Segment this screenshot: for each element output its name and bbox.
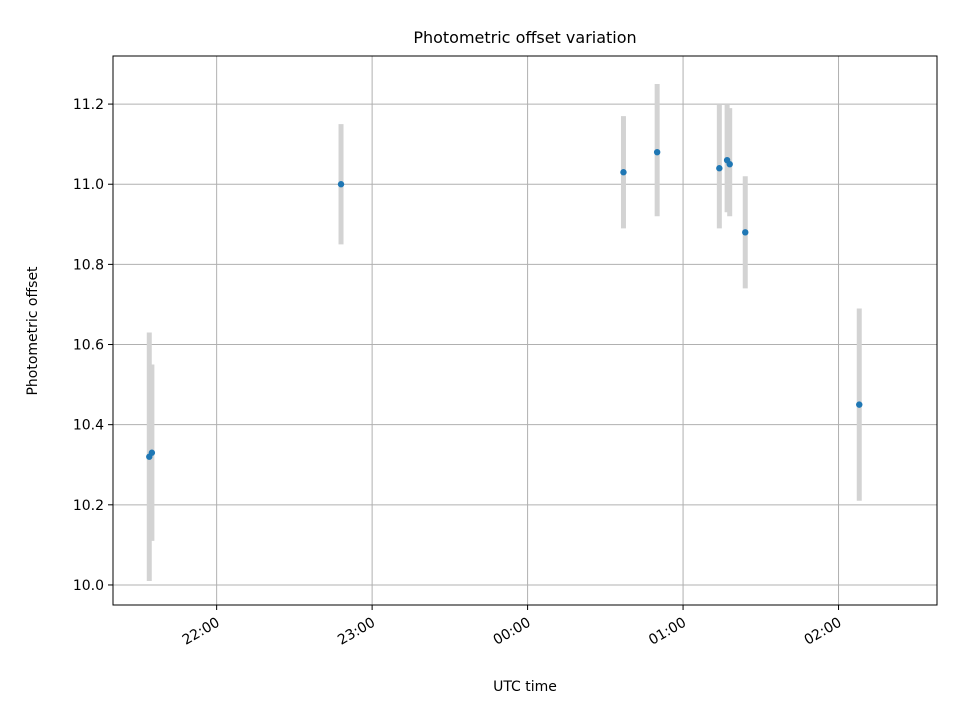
y-tick-label: 11.0 <box>73 177 104 193</box>
y-tick-label: 10.4 <box>73 418 104 434</box>
x-axis-ticks: 22:00 23:00 00:00 01:00 02:00 <box>180 605 845 649</box>
y-axis-label: Photometric offset <box>25 266 41 396</box>
data-point <box>337 181 345 188</box>
data-point <box>620 169 627 176</box>
data-point <box>742 229 749 236</box>
chart-title: Photometric offset variation <box>413 28 636 47</box>
y-tick-label: 10.2 <box>73 498 104 514</box>
x-tick-label: 00:00 <box>491 615 534 649</box>
grid <box>113 56 937 605</box>
y-tick-label: 10.0 <box>73 578 104 594</box>
data-points <box>146 148 863 460</box>
x-tick-label: 01:00 <box>646 615 689 649</box>
plot-frame <box>112 55 938 606</box>
y-tick-label: 11.2 <box>73 97 104 113</box>
y-tick-label: 10.8 <box>73 257 104 273</box>
y-axis-ticks: 10.0 10.2 10.4 10.6 10.8 11.0 11.2 <box>73 97 113 594</box>
data-point <box>856 401 863 408</box>
x-tick-label: 22:00 <box>180 615 223 649</box>
x-axis-label: UTC time <box>493 679 557 695</box>
x-tick-label: 02:00 <box>802 615 845 649</box>
data-point <box>653 148 661 156</box>
data-point <box>148 449 156 456</box>
data-point <box>716 165 723 172</box>
data-point <box>726 160 733 168</box>
x-tick-label: 23:00 <box>335 615 378 649</box>
y-tick-label: 10.6 <box>73 338 104 354</box>
errorbars <box>146 84 862 581</box>
